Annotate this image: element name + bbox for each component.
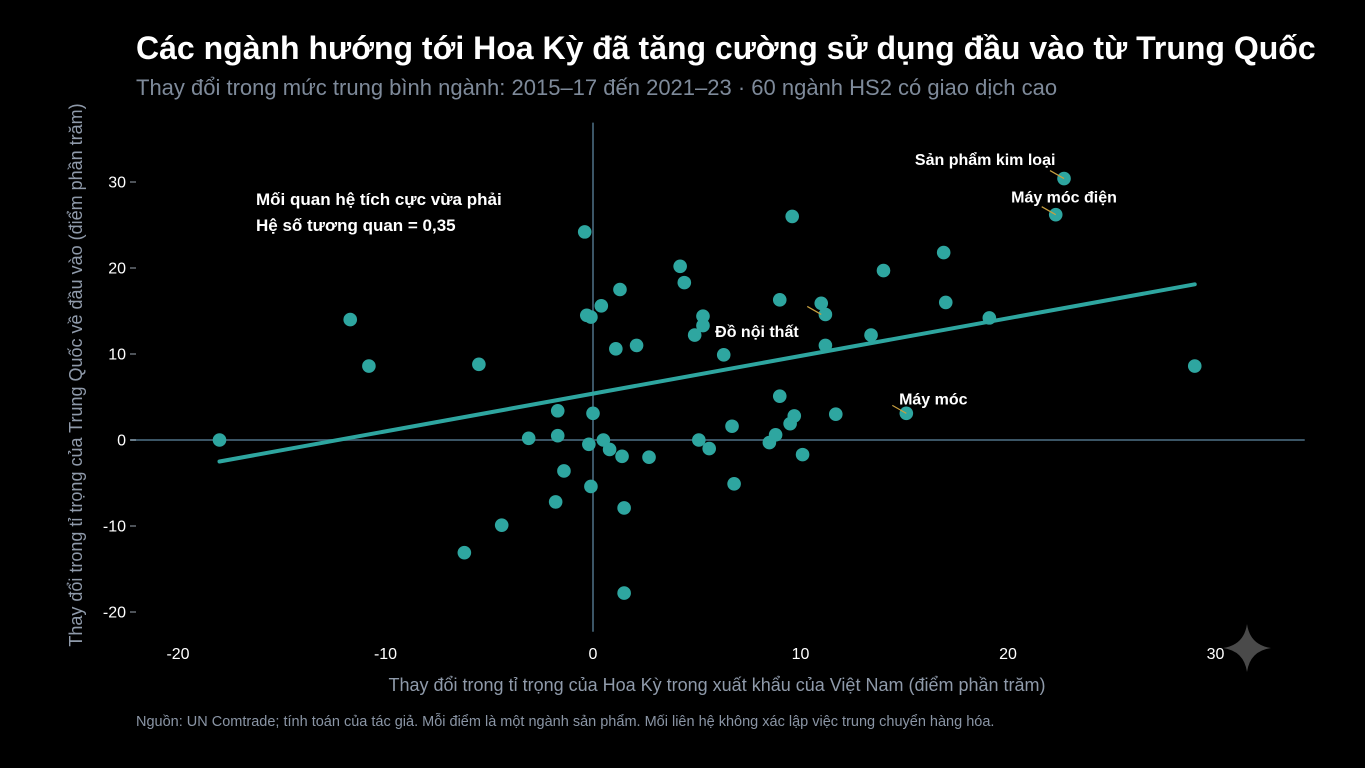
axes-layer: -20 -10 0 10 20 30 -20 -10 0 10 20 30 Thay đổi trong… <box>66 103 1305 695</box>
y-tick-label: 30 <box>108 175 126 192</box>
leader-line <box>892 404 907 414</box>
leader-line <box>806 305 822 315</box>
leader-line <box>1041 206 1057 216</box>
source-note: Nguồn: UN Comtrade; tính toán của tác gi… <box>136 714 995 730</box>
data-point <box>727 477 741 491</box>
point-label: Máy móc điện <box>1011 190 1117 207</box>
sparkle-icon <box>1223 624 1271 672</box>
data-point <box>617 586 631 600</box>
data-point <box>677 275 692 290</box>
data-point <box>584 310 598 324</box>
data-point <box>557 464 571 478</box>
points-layer <box>212 171 1202 600</box>
data-point <box>343 312 358 327</box>
data-point <box>642 450 656 465</box>
x-tick-label: 20 <box>999 646 1017 663</box>
x-tick-label: -10 <box>374 646 397 663</box>
data-point <box>772 293 787 307</box>
point-label: Đồ nội thất <box>715 324 799 341</box>
y-tick-label: 0 <box>117 433 126 450</box>
data-point <box>457 545 472 560</box>
leader-line <box>1049 170 1065 180</box>
data-point <box>609 342 623 356</box>
x-axis-label: Thay đổi trong tỉ trọng của Hoa Kỳ trong… <box>389 675 1046 695</box>
data-point <box>550 428 565 443</box>
data-point <box>586 406 600 421</box>
data-point <box>629 338 644 353</box>
y-tick-label: -20 <box>103 605 126 622</box>
data-point <box>362 359 376 373</box>
data-point <box>818 307 833 322</box>
data-point <box>692 433 706 447</box>
data-point <box>936 245 951 260</box>
data-point <box>613 282 627 297</box>
data-point <box>548 495 563 509</box>
trend-layer <box>217 282 1197 464</box>
text-layer: Mối quan hệ tích cực vừa phải Hệ số tương… <box>256 190 502 235</box>
data-point <box>814 296 829 311</box>
data-point <box>696 318 710 333</box>
data-point <box>828 407 843 422</box>
data-point <box>212 433 227 447</box>
y-tick-label: -10 <box>103 519 126 536</box>
y-axis-label: Thay đổi trong tỉ trọng của Trung Quốc v… <box>66 103 86 646</box>
data-point <box>716 348 731 362</box>
data-point <box>818 338 833 353</box>
data-point <box>899 406 914 421</box>
y-tick-label: 20 <box>108 261 126 278</box>
correlation-annotation: Hệ số tương quan = 0,35 <box>256 216 456 235</box>
chart-subtitle: Thay đổi trong mức trung bình ngành: 201… <box>136 75 1058 100</box>
point-label: Máy móc <box>899 392 968 409</box>
data-point <box>696 309 710 323</box>
data-point <box>772 389 787 403</box>
data-point <box>550 403 565 418</box>
x-tick-label: -20 <box>166 646 189 663</box>
data-point <box>617 501 631 515</box>
data-point <box>582 437 596 452</box>
data-point <box>795 447 810 462</box>
data-point <box>615 449 629 464</box>
data-point <box>673 259 687 274</box>
trend-line <box>217 282 1197 464</box>
correlation-annotation: Mối quan hệ tích cực vừa phải <box>256 190 502 209</box>
data-point <box>725 419 739 434</box>
data-point <box>876 263 891 278</box>
data-point <box>521 431 536 446</box>
data-point <box>687 328 702 342</box>
data-point <box>785 209 799 224</box>
point-label: Sản phẩm kim loại <box>915 151 1055 169</box>
chart-title: Các ngành hướng tới Hoa Kỳ đã tăng cường… <box>136 30 1316 66</box>
y-tick-label: 10 <box>108 347 126 364</box>
data-point <box>938 295 953 310</box>
data-point <box>787 409 802 423</box>
data-point <box>472 357 486 372</box>
data-point <box>577 225 592 239</box>
data-point <box>768 428 783 442</box>
x-tick-label: 30 <box>1207 646 1225 663</box>
labels-layer: Sản phẩm kim loại Máy móc điện Đồ nội thất… <box>715 151 1117 414</box>
data-point <box>494 518 509 532</box>
data-point <box>982 311 997 325</box>
data-point <box>702 441 716 456</box>
data-point <box>864 328 878 342</box>
data-point <box>594 299 609 313</box>
x-tick-label: 0 <box>589 646 598 663</box>
x-tick-label: 10 <box>792 646 810 663</box>
data-point <box>602 442 617 457</box>
data-point <box>1187 359 1202 373</box>
data-point <box>584 479 598 494</box>
